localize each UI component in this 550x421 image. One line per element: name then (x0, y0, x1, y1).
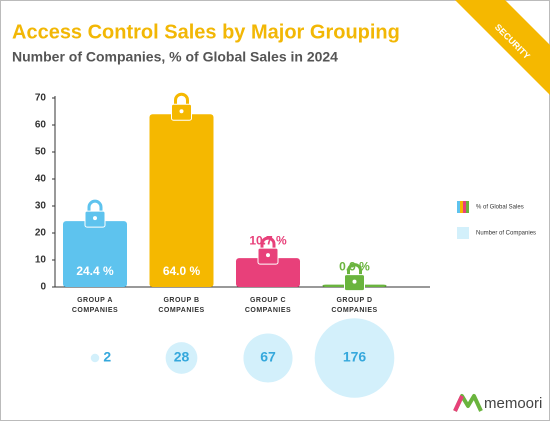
y-tick-label: 40 (35, 174, 47, 185)
legend-swatch (460, 201, 463, 213)
x-tick-label: GROUP A COMPANIES (71, 297, 119, 314)
bubble-label: 176 (343, 349, 367, 365)
legend-swatch (466, 201, 469, 213)
y-tick-label: 30 (35, 201, 47, 212)
legend-swatch (457, 201, 460, 213)
lock-shackle (347, 263, 362, 277)
x-tick-label: GROUP B COMPANIES (158, 297, 205, 314)
value-label: 10.7 % (249, 233, 287, 247)
bubble (90, 353, 100, 363)
lock-shackle (174, 92, 189, 107)
bar (63, 221, 127, 287)
value-label: 64.0 % (163, 264, 201, 278)
lock-hole (352, 279, 357, 284)
bar (149, 114, 214, 287)
lock-hole (93, 216, 97, 221)
y-tick-label: 0 (40, 282, 46, 293)
bubble (243, 333, 293, 383)
y-tick-label: 60 (35, 120, 47, 131)
y-tick-label: 50 (35, 147, 47, 158)
lock-shackle (87, 199, 103, 214)
lock-shackle (260, 236, 276, 251)
y-tick-label: 10 (35, 255, 47, 266)
bubble-label: 2 (103, 349, 111, 365)
x-tick-label: GROUP D COMPANIES (331, 297, 378, 314)
value-label: 24.4 % (76, 264, 114, 278)
legend-label: Number of Companies (476, 231, 536, 237)
logo-icon (453, 394, 483, 412)
bubble-label: 67 (260, 349, 276, 365)
logo-text: memoori (484, 395, 542, 412)
lock-hole (179, 109, 184, 114)
bubble-label: 28 (174, 349, 190, 365)
bar (236, 258, 300, 287)
banner-band (455, 0, 550, 95)
legend-label: % of Global Sales (476, 205, 524, 211)
legend-swatch (463, 201, 466, 213)
bubble (314, 318, 395, 398)
y-tick-label: 20 (35, 228, 47, 239)
y-tick-label: 70 (35, 93, 47, 104)
chart-title: Access Control Sales by Major Grouping (12, 21, 400, 43)
bubble (165, 342, 198, 374)
x-tick-label: GROUP C COMPANIES (244, 297, 292, 314)
lock-hole (266, 253, 270, 258)
legend-swatch (457, 227, 469, 239)
chart-subtitle: Number of Companies, % of Global Sales i… (12, 49, 338, 65)
value-label: 0.9 % (339, 260, 370, 274)
